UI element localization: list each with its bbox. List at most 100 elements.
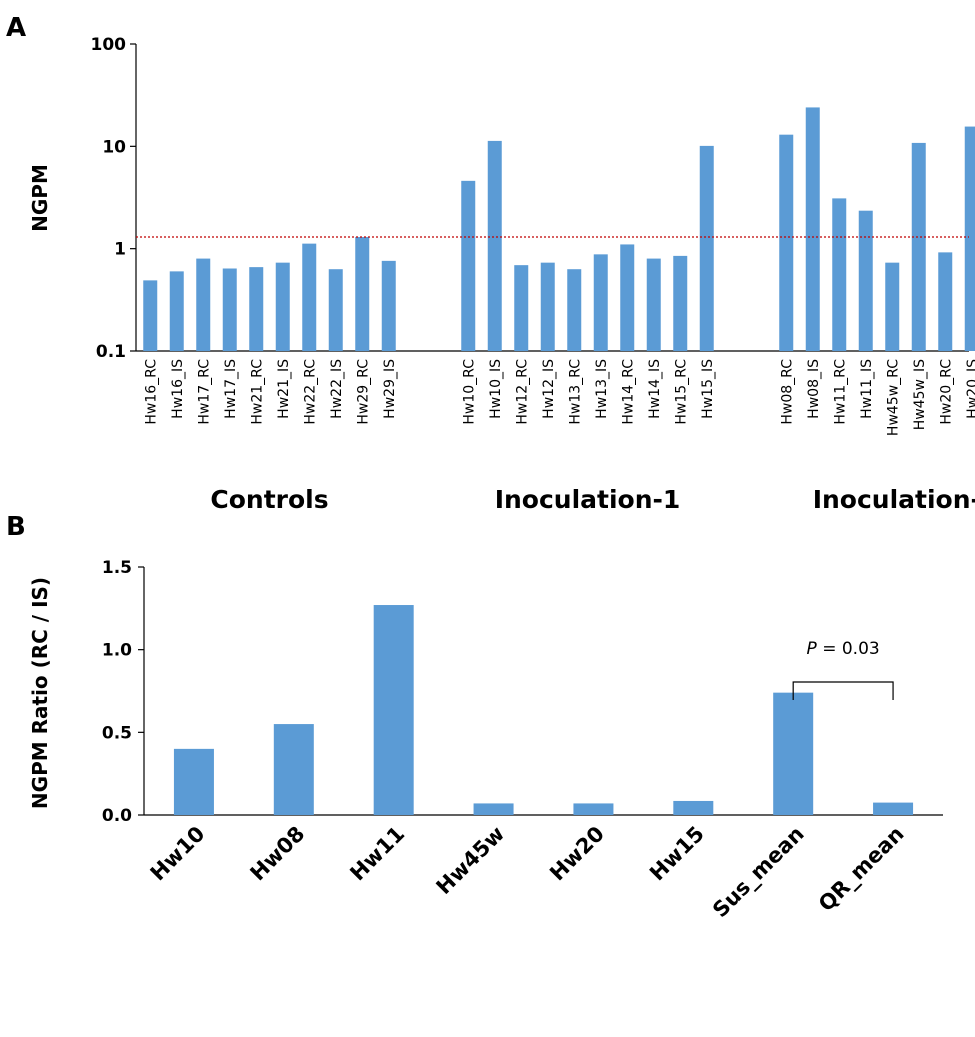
panel-b-category-label: Hw10 (146, 822, 210, 886)
panel-a-bar (275, 262, 290, 351)
panel-a-bar (514, 265, 529, 351)
panel-a-bar (673, 255, 688, 351)
panel-a-category-label: Hw13_RC (567, 359, 583, 425)
panel-a-category-label: Hw08_IS (806, 359, 822, 419)
panel-b-significance: P = 0.03 (792, 639, 894, 700)
panel-a-category-label: Hw10_RC (461, 359, 477, 425)
panel-b-bar (273, 724, 314, 815)
panel-b-category-label: Hw11 (345, 822, 409, 886)
panel-a-bar (964, 126, 975, 351)
panel-b-category-label: Sus_mean (708, 822, 809, 923)
panel-a-ytick-label: 10 (102, 137, 126, 157)
panel-a-bar (487, 140, 502, 351)
panel-a-bar (858, 210, 873, 351)
panel-b-bar (573, 803, 614, 815)
panel-a-ylabel: NGPM (28, 164, 52, 232)
panel-a-category-label: Hw11_IS (859, 359, 875, 419)
panel-a-bar (620, 244, 635, 351)
panel-a-bar (779, 134, 794, 351)
panel-a-category-label: Hw14_RC (620, 359, 636, 425)
panel-a-bar (249, 267, 264, 351)
panel-a-category-label: Hw16_IS (170, 359, 186, 419)
panel-a-bar (461, 180, 476, 351)
panel-a-bar (699, 145, 714, 351)
panel-a-ytick-label: 0.1 (96, 342, 126, 362)
panel-a-category-label: Hw20_RC (938, 359, 954, 425)
panel-a-bar (540, 262, 555, 351)
panel-b-bar (673, 800, 714, 815)
panel-a-bar (222, 268, 237, 351)
panel-a-bar (143, 280, 158, 351)
panel-a-category-label: Hw14_IS (647, 359, 663, 419)
panel-a-bar (381, 260, 396, 351)
panel-a-letter: A (6, 13, 26, 43)
panel-b-bar (173, 748, 214, 815)
group-label: Controls (210, 485, 328, 514)
panel-b-axes (143, 567, 943, 816)
panel-a-bar (355, 237, 370, 351)
group-label: Inoculation-2 (813, 485, 975, 514)
panel-b-bar (873, 802, 914, 815)
panel-a-bar (885, 262, 900, 351)
panel-b-category-label: QR_mean (814, 822, 909, 917)
panel-a-category-label: Hw29_IS (382, 359, 398, 419)
panel-a-bars (143, 107, 975, 351)
panel-a-category-label: Hw10_IS (488, 359, 504, 419)
group-label: Inoculation-1 (495, 485, 681, 514)
p-symbol: P (807, 639, 818, 659)
panel-b-ylabel: NGPM Ratio (RC / IS) (28, 577, 52, 809)
panel-a-category-label: Hw16_RC (143, 359, 159, 425)
panel-a-yticks: 0.1 1 10 100 (91, 35, 136, 362)
panel-b-category-label: Hw45w (432, 822, 510, 900)
panel-a-bar (646, 258, 661, 351)
panel-a-category-label: Hw15_IS (700, 359, 716, 419)
panel-a-category-label: Hw45w_IS (912, 359, 928, 430)
p-value-label: P = 0.03 (807, 639, 880, 659)
panel-a-bar (169, 271, 184, 351)
panel-b-ytick-label: 1.0 (102, 641, 132, 661)
panel-a-category-label: Hw21_IS (276, 359, 292, 419)
panel-a-group-labels: Controls Inoculation-1 Inoculation-2 (210, 485, 975, 514)
panel-a-category-label: Hw15_RC (673, 359, 689, 425)
panel-a-bar (832, 198, 847, 351)
panel-a-category-label: Hw12_RC (514, 359, 530, 425)
panel-a-ytick-label: 1 (114, 240, 126, 260)
panel-a-category-label: Hw17_RC (196, 359, 212, 425)
panel-b-category-label: Hw15 (645, 822, 709, 886)
panel-a-category-label: Hw22_RC (302, 359, 318, 425)
panel-a-category-label: Hw08_RC (779, 359, 795, 425)
panel-a-bar (567, 269, 582, 351)
panel-b-letter: B (6, 512, 26, 542)
panel-a-bar (911, 142, 926, 351)
panel-a-category-labels: Hw16_RC Hw16_IS Hw17_RC Hw17_IS Hw21_RC Hw21_… (143, 359, 975, 436)
panel-b-category-labels: Hw10 Hw08 Hw11 Hw45w Hw20 Hw15 Sus_mean QR_mean (146, 822, 909, 923)
panel-b-ytick-label: 1.5 (102, 558, 132, 578)
panel-a-bar (328, 269, 343, 351)
panel-b-ytick-label: 0.5 (102, 723, 132, 743)
panel-b-bar (773, 692, 814, 815)
panel-b-yticks: 0.0 0.5 1.0 1.5 (102, 558, 144, 826)
panel-a-category-label: Hw20_IS (965, 359, 975, 419)
panel-a-category-label: Hw11_RC (832, 359, 848, 425)
panel-b-bars (173, 605, 914, 815)
panel-a-category-label: Hw13_IS (594, 359, 610, 419)
panel-a-bar (302, 243, 317, 351)
p-value-text: = 0.03 (817, 639, 880, 659)
panel-a-category-label: Hw29_RC (355, 359, 371, 425)
panel-a-bar (805, 107, 820, 351)
significance-bracket (792, 681, 894, 700)
panel-b-bar (473, 803, 514, 815)
panel-b-bar (373, 605, 414, 815)
panel-a-category-label: Hw17_IS (223, 359, 239, 419)
panel-a-bar (938, 252, 953, 351)
panel-b-category-label: Hw08 (246, 822, 310, 886)
panel-a-category-label: Hw45w_RC (885, 359, 901, 436)
panel-b-ytick-label: 0.0 (102, 806, 132, 826)
panel-a-bar (196, 258, 211, 351)
panel-b-category-label: Hw20 (545, 822, 609, 886)
panel-a-bar (593, 254, 608, 351)
panel-a-category-label: Hw22_IS (329, 359, 345, 419)
panel-a-category-label: Hw21_RC (249, 359, 265, 425)
panel-a-category-label: Hw12_IS (541, 359, 557, 419)
